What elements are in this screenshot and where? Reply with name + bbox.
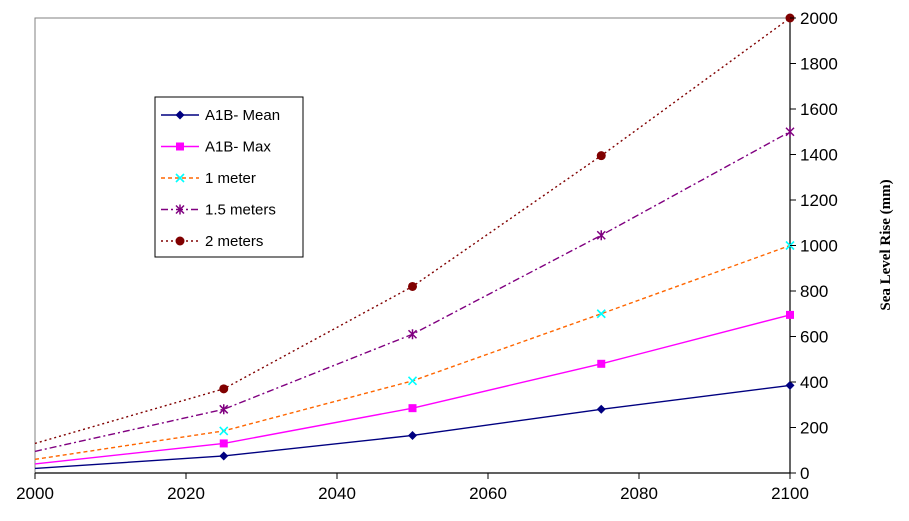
data-point [219,439,228,448]
data-point [175,110,185,120]
data-point [408,281,417,291]
data-point [175,204,185,215]
y-ticks: 0 200 400 600 800 1000 1200 1400 1600 1800 2000 [790,9,838,483]
y-tick-label: 600 [800,328,828,347]
data-point [219,426,229,436]
legend-label: 1.5 meters [205,202,276,219]
x-tick-label: 2060 [469,484,507,503]
data-point [596,230,606,241]
data-point [596,151,606,161]
x-tick-label: 2020 [167,484,205,503]
data-point [596,404,606,414]
y-tick-label: 2000 [800,9,838,28]
y-tick-label: 1000 [800,237,838,256]
legend-label: 1 meter [205,170,256,187]
data-point [175,173,185,183]
y-tick-label: 1600 [800,100,838,119]
data-point [175,236,185,246]
data-point [785,380,795,390]
data-point [407,329,418,340]
y-tick-label: 800 [800,282,828,301]
data-point [176,142,184,151]
series-markers [219,13,795,461]
legend: A1B- Mean A1B- Max 1 meter 1.5 meters 2 mete… [154,96,304,258]
x-tick-label: 2100 [771,484,809,503]
y-tick-label: 200 [800,419,828,438]
data-point [786,310,794,319]
data-point [408,430,417,440]
legend-label: 2 meters [205,233,263,250]
x-ticks: 2000 2020 2040 2060 2080 2100 [16,473,809,503]
y-tick-label: 400 [800,373,828,392]
x-tick-label: 2000 [16,484,54,503]
legend-label: A1B- Mean [205,107,280,124]
x-tick-label: 2080 [620,484,658,503]
data-point [597,359,606,368]
legend-label: A1B- Max [205,139,271,156]
x-tick-label: 2040 [318,484,356,503]
data-point [219,404,229,415]
y-tick-label: 1400 [800,146,838,165]
data-point [407,376,418,386]
y-tick-label: 1800 [800,55,838,74]
y-tick-label: 1200 [800,191,838,210]
y-axis-label: Sea Level Rise (mm) [878,179,894,310]
y-tick-label: 0 [800,464,809,483]
data-point [219,451,229,461]
data-point [408,404,417,413]
data-point [785,126,795,137]
data-point [596,309,606,319]
data-point [219,384,229,394]
